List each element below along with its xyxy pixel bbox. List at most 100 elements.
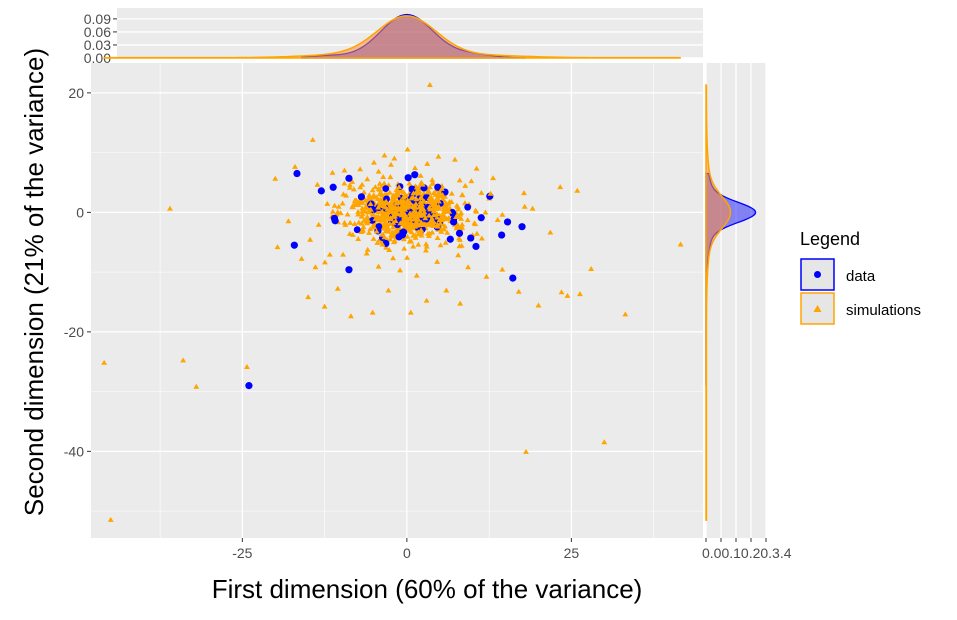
simulation-point	[373, 228, 380, 234]
data-point	[397, 231, 405, 239]
simulation-point	[331, 202, 338, 208]
simulation-point	[419, 181, 426, 187]
simulation-point	[371, 224, 378, 230]
simulation-point	[383, 198, 390, 204]
data-point	[245, 382, 253, 390]
simulation-point	[464, 217, 471, 223]
simulation-point	[419, 201, 425, 207]
simulation-point	[193, 383, 200, 389]
right-tick-labels: 0.00.10.20.3.4	[702, 545, 792, 561]
simulation-point	[408, 219, 415, 225]
simulation-point	[298, 255, 305, 261]
simulation-point	[376, 180, 383, 186]
simulation-point	[429, 198, 436, 204]
simulation-point	[588, 266, 595, 271]
simulation-point	[574, 187, 581, 193]
simulation-point	[351, 221, 358, 227]
simulation-point	[352, 197, 359, 203]
top-tick-label: 0.06	[84, 24, 111, 40]
simulation-point	[473, 208, 480, 214]
simulation-point	[434, 211, 440, 217]
simulation-point	[424, 160, 431, 166]
simulation-point	[355, 219, 362, 225]
top-tick-label: 0.03	[84, 37, 111, 53]
simulation-point	[404, 254, 411, 260]
simulation-point	[426, 184, 433, 190]
simulation-point	[404, 197, 411, 203]
simulation-point	[408, 229, 415, 235]
simulation-point	[426, 212, 433, 218]
simulation-point	[370, 211, 377, 217]
simulation-point	[387, 174, 394, 180]
data-point	[464, 203, 472, 211]
simulation-point	[167, 205, 173, 211]
simulation-point	[309, 136, 316, 142]
x-tick-label: 25	[564, 545, 580, 561]
simulation-point	[292, 163, 298, 169]
simulation-point	[456, 235, 463, 241]
simulation-point	[412, 234, 419, 240]
legend: Legend data simulations	[800, 229, 921, 325]
simulation-point	[397, 199, 404, 205]
simulation-point	[379, 241, 386, 247]
y-tick-label: -40	[64, 443, 84, 459]
simulation-point	[387, 208, 394, 214]
simulation-point	[418, 227, 425, 233]
simulation-point	[346, 184, 353, 190]
simulation-point	[416, 188, 423, 194]
simulation-point	[434, 221, 441, 227]
simulation-point	[340, 191, 347, 197]
data-point	[449, 208, 456, 216]
simulation-point	[375, 204, 382, 210]
x-axis-title: First dimension (60% of the variance)	[212, 574, 643, 604]
simulation-point	[347, 219, 354, 225]
simulation-point	[397, 220, 404, 226]
simulation-point	[346, 182, 353, 188]
simulation-point	[375, 168, 382, 174]
simulation-point	[383, 191, 390, 197]
right-marginal-panel: 0.00.10.20.3.4	[702, 63, 792, 561]
simulation-point	[426, 82, 433, 87]
simulation-point	[434, 214, 441, 220]
main-scatter-panel: -25 0 25 20 0 -20 -40	[64, 63, 703, 561]
simulation-point	[364, 176, 371, 182]
simulation-point	[478, 235, 485, 241]
simulation-point	[382, 204, 389, 210]
simulation-point	[391, 237, 398, 243]
legend-key-data	[800, 258, 835, 291]
data-point	[434, 183, 442, 191]
simulation-point	[362, 197, 369, 203]
simulation-point	[459, 192, 466, 198]
simulation-point	[383, 244, 389, 250]
simulation-point	[343, 192, 350, 198]
simulation-point	[426, 204, 433, 210]
simulation-point	[244, 364, 250, 369]
simulation-point	[347, 313, 354, 319]
simulation-point	[372, 215, 379, 221]
simulation-point	[398, 212, 405, 218]
simulation-point	[396, 206, 402, 212]
simulation-point	[448, 190, 455, 196]
simulation-point	[458, 209, 465, 215]
simulation-point	[465, 264, 472, 270]
simulation-point	[329, 208, 336, 214]
simulation-point	[369, 194, 376, 200]
data-point	[293, 169, 301, 178]
x-tick-label: 0	[403, 545, 411, 561]
simulation-point	[358, 228, 365, 234]
simulation-point	[521, 190, 527, 196]
simulation-point	[435, 153, 442, 159]
simulation-point	[423, 243, 430, 249]
simulation-point	[521, 203, 528, 209]
simulation-point	[370, 221, 377, 227]
simulation-point	[359, 199, 366, 205]
simulation-point	[359, 181, 366, 187]
simulation-point	[445, 215, 452, 221]
simulation-point	[382, 214, 389, 220]
simulation-point	[529, 205, 536, 211]
simulation-point	[430, 218, 437, 224]
simulation-point	[406, 238, 413, 244]
simulation-point	[359, 205, 366, 211]
simulation-point	[383, 211, 390, 217]
